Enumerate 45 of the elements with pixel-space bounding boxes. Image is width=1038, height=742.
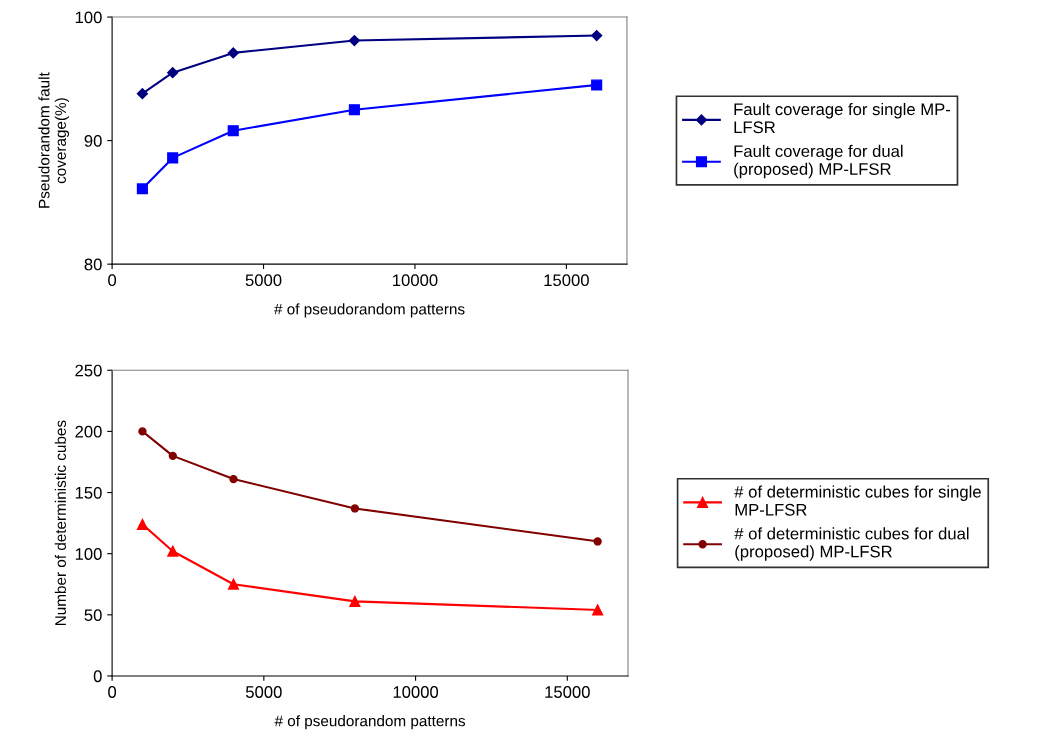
y-axis-title: Number of deterministic cubes [54,420,66,626]
x-tick-label: 5000 [245,686,282,698]
x-axis-title: # of pseudorandom patterns [274,303,465,318]
point [592,604,604,616]
point [227,125,239,137]
legend-label: Fault coverage for dual (proposed) MP-LFSR [734,144,903,179]
x-tick-label: 10000 [393,686,439,698]
point [138,427,147,436]
point [349,595,361,607]
x-axis-title: # of pseudorandom patterns [274,715,466,730]
y-tick-label: 90 [84,135,102,147]
y-tick-label: 0 [93,670,102,683]
x-tick-label: 0 [108,274,117,287]
point [348,104,360,116]
point [136,88,148,100]
legend-label: # of deterministic cubes for single MP-LFSR [734,485,981,516]
point [227,578,240,590]
x-tick-label: 15000 [545,686,590,698]
point [168,451,177,461]
point [167,152,179,164]
point [227,47,239,59]
point [167,545,179,557]
y-tick-label: 100 [75,548,102,560]
point [136,518,149,530]
x-tick-label: 15000 [544,274,589,287]
x-tick-label: 10000 [393,274,438,287]
point [229,474,238,484]
y-tick-label: 100 [75,11,102,24]
x-tick-label: 5000 [245,274,282,287]
point [591,79,603,91]
y-axis-title: Pseudorandom fault coverage(%) [38,72,70,208]
legend-label: # of deterministic cubes for dual (proposed) MP-LFSR [734,527,969,561]
y-tick-label: 50 [84,609,102,622]
y-tick-label: 250 [75,364,102,377]
y-tick-label: 80 [84,258,102,271]
point [348,34,360,47]
y-tick-label: 150 [75,486,102,499]
point [593,537,602,546]
point [350,504,360,513]
y-tick-label: 200 [75,425,102,438]
point [591,29,603,42]
x-tick-label: 0 [108,686,117,698]
point [167,67,179,79]
legend-label: Fault coverage for single MP- LFSR [734,102,951,134]
point [136,183,148,195]
